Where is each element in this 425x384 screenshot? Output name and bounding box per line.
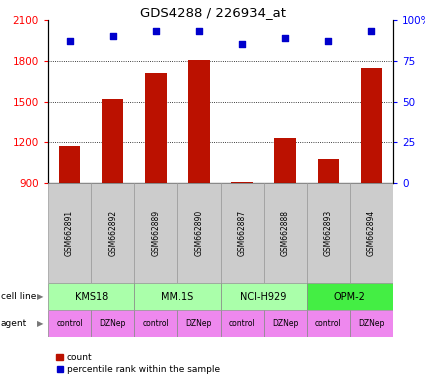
Text: GSM662891: GSM662891: [65, 210, 74, 256]
Text: control: control: [142, 319, 169, 328]
Legend: count, percentile rank within the sample: count, percentile rank within the sample: [53, 349, 224, 377]
Text: GSM662894: GSM662894: [367, 210, 376, 256]
Text: control: control: [56, 319, 83, 328]
Text: GSM662888: GSM662888: [280, 210, 290, 256]
Bar: [231, 182, 253, 183]
Point: [368, 28, 375, 35]
Bar: [264, 183, 307, 283]
Bar: [264, 310, 307, 337]
Text: ▶: ▶: [37, 292, 44, 301]
Text: cell line: cell line: [1, 292, 36, 301]
Bar: [48, 283, 134, 310]
Point: [196, 28, 202, 35]
Bar: [275, 138, 296, 183]
Text: control: control: [315, 319, 342, 328]
Text: GSM662892: GSM662892: [108, 210, 117, 256]
Bar: [145, 73, 167, 183]
Text: GSM662889: GSM662889: [151, 210, 160, 256]
Bar: [177, 183, 221, 283]
Text: GSM662890: GSM662890: [194, 210, 204, 256]
Bar: [59, 146, 80, 183]
Bar: [307, 283, 393, 310]
Point: [239, 41, 246, 48]
Text: DZNep: DZNep: [358, 319, 385, 328]
Bar: [350, 310, 393, 337]
Bar: [48, 183, 91, 283]
Text: GSM662893: GSM662893: [324, 210, 333, 256]
Bar: [350, 183, 393, 283]
Point: [109, 33, 116, 40]
Bar: [317, 159, 339, 183]
Bar: [307, 310, 350, 337]
Bar: [48, 310, 91, 337]
Bar: [221, 283, 307, 310]
Text: agent: agent: [1, 319, 27, 328]
Bar: [134, 283, 221, 310]
Bar: [91, 183, 134, 283]
Text: DZNep: DZNep: [99, 319, 126, 328]
Point: [282, 35, 289, 41]
Text: GDS4288 / 226934_at: GDS4288 / 226934_at: [139, 6, 286, 19]
Text: GSM662887: GSM662887: [238, 210, 246, 256]
Bar: [188, 60, 210, 183]
Text: DZNep: DZNep: [186, 319, 212, 328]
Bar: [177, 310, 221, 337]
Bar: [91, 310, 134, 337]
Bar: [221, 310, 264, 337]
Bar: [134, 310, 177, 337]
Text: control: control: [229, 319, 255, 328]
Bar: [221, 183, 264, 283]
Point: [325, 38, 332, 44]
Point: [66, 38, 73, 44]
Text: NCI-H929: NCI-H929: [241, 291, 287, 301]
Point: [153, 28, 159, 35]
Text: KMS18: KMS18: [74, 291, 108, 301]
Text: OPM-2: OPM-2: [334, 291, 366, 301]
Text: DZNep: DZNep: [272, 319, 298, 328]
Bar: [361, 68, 382, 183]
Bar: [102, 99, 124, 183]
Text: MM.1S: MM.1S: [161, 291, 193, 301]
Bar: [134, 183, 177, 283]
Bar: [307, 183, 350, 283]
Text: ▶: ▶: [37, 319, 44, 328]
